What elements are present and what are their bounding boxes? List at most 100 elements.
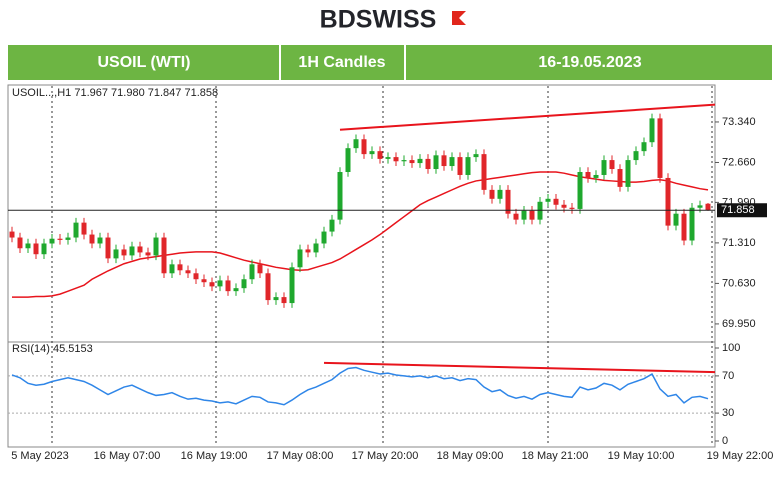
- candle-body: [633, 151, 639, 161]
- candle-body: [265, 273, 271, 301]
- candle-body: [313, 243, 319, 253]
- chart-frame: [7, 84, 716, 448]
- logo-flag: [452, 11, 466, 25]
- candle-body: [57, 238, 63, 240]
- candle-body: [297, 249, 303, 268]
- candle-body: [113, 249, 119, 259]
- x-tick-label: 17 May 20:00: [352, 450, 419, 462]
- candle-body: [657, 118, 663, 178]
- x-tick-label: 16 May 07:00: [94, 450, 161, 462]
- candle-body: [457, 157, 463, 175]
- rsi-label: RSI(14) 45.5153: [12, 343, 93, 355]
- candle-body: [73, 222, 79, 238]
- candle-body: [529, 210, 535, 220]
- candle-body: [145, 252, 151, 256]
- candle-body: [441, 155, 447, 167]
- candle-body: [681, 213, 687, 241]
- candle-body: [561, 204, 567, 208]
- candle-body: [241, 279, 247, 289]
- x-tick-label: 18 May 09:00: [437, 450, 504, 462]
- candle-body: [513, 213, 519, 220]
- header-bar: [8, 45, 772, 80]
- y-tick-label: 100: [722, 342, 740, 354]
- candle-body: [177, 264, 183, 271]
- candle-body: [689, 207, 695, 241]
- candle-body: [25, 243, 31, 249]
- trendline: [323, 361, 716, 374]
- header-cell: 1H Candles: [298, 54, 385, 71]
- candle-body: [465, 157, 471, 175]
- candle-body: [665, 177, 671, 226]
- candle-body: [489, 189, 495, 199]
- candle-body: [553, 198, 559, 205]
- candle-body: [361, 139, 367, 155]
- candle-body: [617, 169, 623, 187]
- candle-body: [545, 198, 551, 202]
- candle-body: [649, 118, 655, 143]
- candle-body: [97, 237, 103, 244]
- logo: BDSWISS: [320, 6, 437, 34]
- x-tick-label: 16 May 19:00: [181, 450, 248, 462]
- candle-body: [105, 237, 111, 259]
- candle-body: [593, 174, 599, 178]
- candle-body: [65, 237, 71, 240]
- price-tag: [717, 203, 767, 218]
- candle-body: [609, 160, 615, 170]
- candle-body: [49, 238, 55, 244]
- candle-body: [337, 172, 343, 220]
- candle-body: [33, 243, 39, 255]
- candle-body: [417, 158, 423, 164]
- candle-body: [585, 172, 591, 178]
- candle-body: [233, 288, 239, 292]
- candle-body: [505, 189, 511, 214]
- candle-body: [369, 151, 375, 155]
- candle-body: [497, 189, 503, 199]
- moving-average: [12, 171, 709, 298]
- y-tick-label: 73.340: [722, 116, 756, 128]
- candle-body: [305, 249, 311, 253]
- candle-body: [473, 154, 479, 158]
- rsi-line: [11, 366, 709, 406]
- candle-body: [377, 151, 383, 159]
- y-tick-label: 69.950: [722, 318, 756, 330]
- candle-body: [193, 273, 199, 280]
- header-cell: USOIL (WTI): [97, 54, 190, 71]
- y-tick-label: 70.630: [722, 277, 756, 289]
- candle-body: [257, 264, 263, 274]
- header-cell: 16-19.05.2023: [538, 54, 641, 71]
- candle-body: [353, 139, 359, 149]
- trendline: [339, 103, 716, 131]
- candle-body: [481, 154, 487, 190]
- y-tick-label: 70: [722, 370, 734, 382]
- candle-body: [217, 280, 223, 287]
- x-tick-label: 5 May 2023: [11, 450, 68, 462]
- candle-body: [121, 249, 127, 256]
- candle-body: [425, 158, 431, 170]
- candle-body: [201, 279, 207, 283]
- candle-body: [449, 157, 455, 167]
- candle-body: [641, 142, 647, 152]
- candle-body: [385, 157, 391, 159]
- y-tick-label: 30: [722, 407, 734, 419]
- y-tick-label: 71.310: [722, 237, 756, 249]
- candle-body: [625, 160, 631, 187]
- candle-body: [185, 270, 191, 274]
- candle-body: [521, 210, 527, 220]
- candle-body: [289, 267, 295, 304]
- y-tick-label: 72.660: [722, 156, 756, 168]
- candle-body: [89, 234, 95, 244]
- x-tick-label: 19 May 10:00: [608, 450, 675, 462]
- info-label: USOIL...,H1 71.967 71.980 71.847 71.858: [12, 87, 218, 99]
- candle-body: [273, 297, 279, 301]
- candle-body: [81, 222, 87, 235]
- candle-body: [401, 160, 407, 162]
- candle-body: [225, 280, 231, 292]
- candle-body: [577, 172, 583, 209]
- candle-body: [129, 246, 135, 256]
- candle-body: [697, 205, 703, 208]
- x-tick-label: 18 May 21:00: [522, 450, 589, 462]
- candle-body: [249, 264, 255, 280]
- price-tag-label: 71.858: [721, 204, 755, 216]
